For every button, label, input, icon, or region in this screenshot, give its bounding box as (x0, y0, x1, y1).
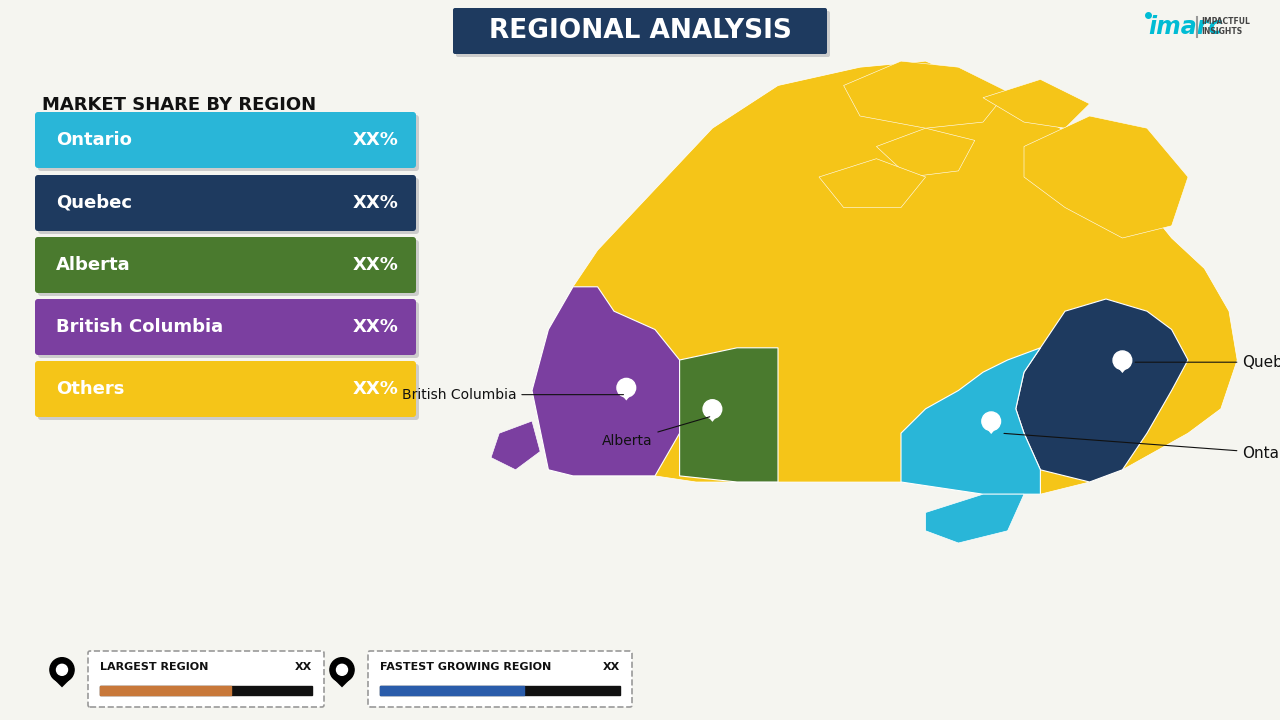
Circle shape (708, 404, 718, 414)
Text: INSIGHTS: INSIGHTS (1201, 27, 1242, 35)
Circle shape (623, 384, 630, 391)
Circle shape (1114, 351, 1132, 369)
Text: Ontario: Ontario (1004, 433, 1280, 461)
Circle shape (982, 412, 1001, 431)
Polygon shape (877, 128, 975, 177)
Polygon shape (704, 412, 721, 422)
Polygon shape (51, 676, 73, 688)
Text: XX%: XX% (353, 318, 399, 336)
Polygon shape (680, 348, 778, 482)
Circle shape (617, 379, 636, 397)
Text: XX%: XX% (353, 380, 399, 398)
FancyBboxPatch shape (35, 361, 416, 417)
Polygon shape (983, 424, 1000, 434)
Text: Others: Others (56, 380, 124, 398)
Text: MARKET SHARE BY REGION: MARKET SHARE BY REGION (42, 96, 316, 114)
FancyBboxPatch shape (453, 8, 827, 54)
Text: Ontario: Ontario (56, 131, 132, 149)
Text: XX: XX (294, 662, 312, 672)
FancyBboxPatch shape (35, 175, 416, 231)
Text: Alberta: Alberta (56, 256, 131, 274)
FancyBboxPatch shape (38, 115, 419, 171)
Text: IMPACTFUL: IMPACTFUL (1201, 17, 1249, 27)
Polygon shape (1024, 116, 1188, 238)
Polygon shape (618, 390, 635, 400)
Text: British Columbia: British Columbia (56, 318, 223, 336)
Text: British Columbia: British Columbia (402, 387, 623, 402)
Polygon shape (819, 158, 925, 207)
Bar (380, 686, 524, 695)
Polygon shape (901, 348, 1041, 494)
Circle shape (50, 657, 74, 682)
FancyBboxPatch shape (38, 240, 419, 296)
Text: Quebec: Quebec (1135, 355, 1280, 369)
Bar (380, 686, 620, 695)
Circle shape (1117, 355, 1128, 366)
Circle shape (709, 405, 716, 413)
Text: XX%: XX% (353, 131, 399, 149)
FancyBboxPatch shape (369, 651, 632, 707)
Polygon shape (332, 676, 353, 688)
FancyBboxPatch shape (35, 237, 416, 293)
Bar (100, 686, 232, 695)
Circle shape (988, 418, 995, 425)
Polygon shape (983, 79, 1089, 128)
Circle shape (986, 416, 996, 426)
FancyBboxPatch shape (38, 302, 419, 358)
FancyBboxPatch shape (88, 651, 324, 707)
Text: XX%: XX% (353, 194, 399, 212)
Circle shape (330, 657, 355, 682)
Circle shape (1119, 357, 1126, 364)
FancyBboxPatch shape (38, 364, 419, 420)
Circle shape (56, 665, 68, 675)
Polygon shape (492, 421, 540, 469)
FancyBboxPatch shape (35, 112, 416, 168)
Circle shape (337, 665, 347, 675)
Polygon shape (844, 61, 1007, 128)
Text: LARGEST REGION: LARGEST REGION (100, 662, 209, 672)
Polygon shape (532, 287, 680, 476)
Polygon shape (1114, 363, 1132, 373)
FancyBboxPatch shape (38, 178, 419, 234)
Polygon shape (532, 61, 1238, 494)
FancyBboxPatch shape (456, 11, 829, 57)
FancyBboxPatch shape (35, 299, 416, 355)
Text: XX: XX (603, 662, 620, 672)
Text: Quebec: Quebec (56, 194, 132, 212)
Circle shape (621, 382, 631, 393)
Text: XX%: XX% (353, 256, 399, 274)
Polygon shape (925, 494, 1024, 543)
Text: FASTEST GROWING REGION: FASTEST GROWING REGION (380, 662, 552, 672)
Bar (100, 686, 312, 695)
Text: REGIONAL ANALYSIS: REGIONAL ANALYSIS (489, 18, 791, 44)
Text: imarc: imarc (1148, 15, 1222, 39)
Circle shape (703, 400, 722, 418)
Polygon shape (1016, 299, 1188, 482)
Text: Alberta: Alberta (602, 417, 709, 448)
